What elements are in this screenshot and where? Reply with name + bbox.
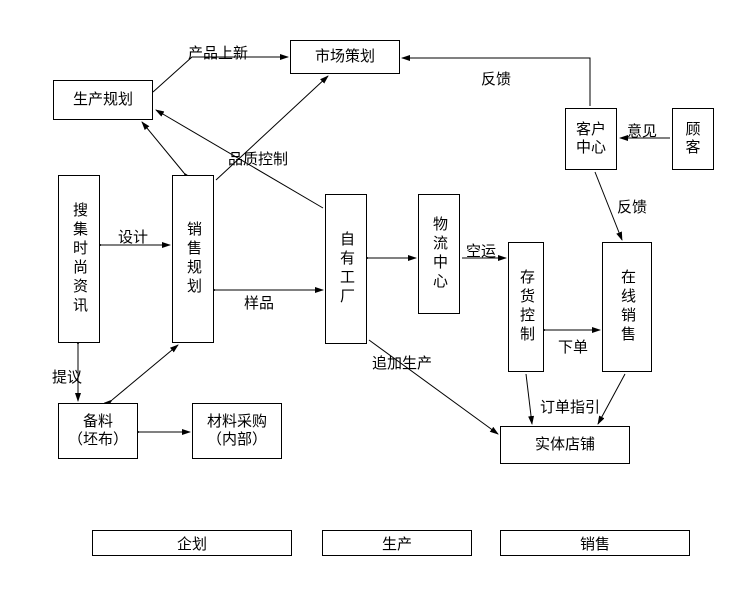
node-label: 客户 中心	[576, 121, 606, 157]
node-label: 备料 （坯布）	[68, 413, 128, 449]
node-inventory: 存货控制	[508, 242, 544, 372]
category-label: 销售	[580, 533, 610, 554]
node-label: 实体店铺	[535, 436, 595, 454]
edge-label-feedback1: 反馈	[481, 68, 511, 89]
node-label: 顾 客	[685, 121, 700, 157]
edge-label-sample: 样品	[244, 292, 274, 313]
node-production-plan: 生产规划	[53, 80, 153, 120]
node-material-purchase: 材料采购 （内部）	[192, 403, 282, 459]
node-logistics: 物流中心	[418, 194, 460, 314]
node-label: 生产规划	[73, 91, 133, 109]
edge-label-order: 下单	[558, 336, 588, 357]
category-production: 生产	[322, 530, 472, 556]
node-label: 销售规划	[184, 221, 202, 297]
edge-label-design: 设计	[118, 226, 148, 247]
node-label: 物流中心	[430, 216, 448, 292]
node-label: 存货控制	[517, 269, 535, 345]
node-market-plan: 市场策划	[290, 40, 400, 74]
edge-label-order-guide: 订单指引	[540, 396, 600, 417]
edge-label-new-product: 产品上新	[188, 42, 248, 63]
node-sales-plan: 销售规划	[172, 175, 214, 343]
node-label: 在线销售	[618, 269, 636, 345]
node-label: 材料采购 （内部）	[207, 413, 267, 449]
edge-label-add-prod: 追加生产	[372, 352, 432, 373]
edge-label-air: 空运	[466, 240, 496, 261]
node-own-factory: 自有工厂	[325, 194, 367, 344]
node-raw-material: 备料 （坯布）	[58, 403, 138, 459]
edge-label-opinion: 意见	[627, 120, 657, 141]
node-label: 自有工厂	[337, 231, 355, 307]
edge-label-suggest: 提议	[52, 366, 82, 387]
node-fashion-info: 搜集时尚资讯	[58, 175, 100, 343]
category-label: 企划	[177, 533, 207, 554]
edge-label-feedback2: 反馈	[617, 196, 647, 217]
category-sales: 销售	[500, 530, 690, 556]
node-customer-center: 客户 中心	[565, 108, 617, 170]
node-label: 搜集时尚资讯	[70, 202, 88, 316]
node-online-sales: 在线销售	[602, 242, 652, 372]
node-label: 市场策划	[315, 48, 375, 66]
category-label: 生产	[382, 533, 412, 554]
category-planning: 企划	[92, 530, 292, 556]
node-physical-store: 实体店铺	[500, 426, 630, 464]
node-customer: 顾 客	[672, 108, 714, 170]
edge-label-quality: 品质控制	[228, 148, 288, 169]
